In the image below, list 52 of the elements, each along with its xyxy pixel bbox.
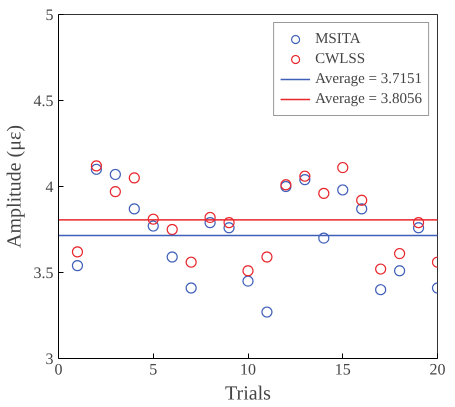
point	[375, 263, 386, 275]
y-tick-label: 4	[46, 179, 54, 196]
point	[412, 217, 424, 228]
point	[337, 162, 348, 174]
point	[261, 251, 273, 263]
point	[356, 194, 368, 206]
x-tick-label: 5	[149, 362, 158, 378]
point	[412, 222, 424, 234]
point	[204, 212, 216, 224]
y-tick-label: 3	[46, 351, 54, 368]
point	[186, 256, 197, 268]
x-tick-label: 15	[334, 362, 351, 378]
legend-label: MSITA	[315, 30, 361, 48]
point	[261, 306, 273, 318]
point	[148, 214, 159, 225]
point	[394, 265, 406, 276]
point	[128, 172, 140, 184]
point	[318, 232, 330, 244]
x-tick-label: 0	[54, 362, 62, 378]
y-tick-label: 3.5	[34, 265, 54, 282]
point	[166, 224, 178, 236]
point	[128, 203, 140, 214]
point	[242, 276, 254, 287]
point	[394, 248, 406, 260]
point	[90, 164, 102, 175]
point	[318, 188, 330, 199]
point	[72, 260, 84, 272]
point	[186, 282, 197, 294]
legend-label: Average = 3.7151	[315, 70, 422, 88]
point	[375, 284, 386, 296]
y-tick-label: 4.5	[34, 93, 54, 110]
point	[166, 251, 178, 263]
legend-label: Average = 3.8056	[315, 90, 422, 108]
x-axis-title: Trials	[225, 382, 272, 404]
legend-label: CWLSS	[315, 50, 366, 68]
point	[356, 203, 368, 214]
point	[299, 170, 310, 182]
y-tick-label: 5	[46, 7, 54, 24]
point	[299, 174, 310, 186]
point	[72, 246, 84, 258]
point	[242, 265, 254, 276]
point	[223, 217, 235, 228]
point	[204, 217, 216, 228]
point	[223, 222, 235, 234]
y-axis-title: Amplitude (με)	[4, 124, 26, 248]
x-tick-label: 10	[240, 362, 256, 378]
point	[337, 184, 348, 196]
point	[110, 168, 121, 180]
point	[110, 186, 121, 198]
point	[148, 220, 159, 232]
point	[90, 160, 102, 172]
x-tick-label: 20	[430, 362, 446, 378]
